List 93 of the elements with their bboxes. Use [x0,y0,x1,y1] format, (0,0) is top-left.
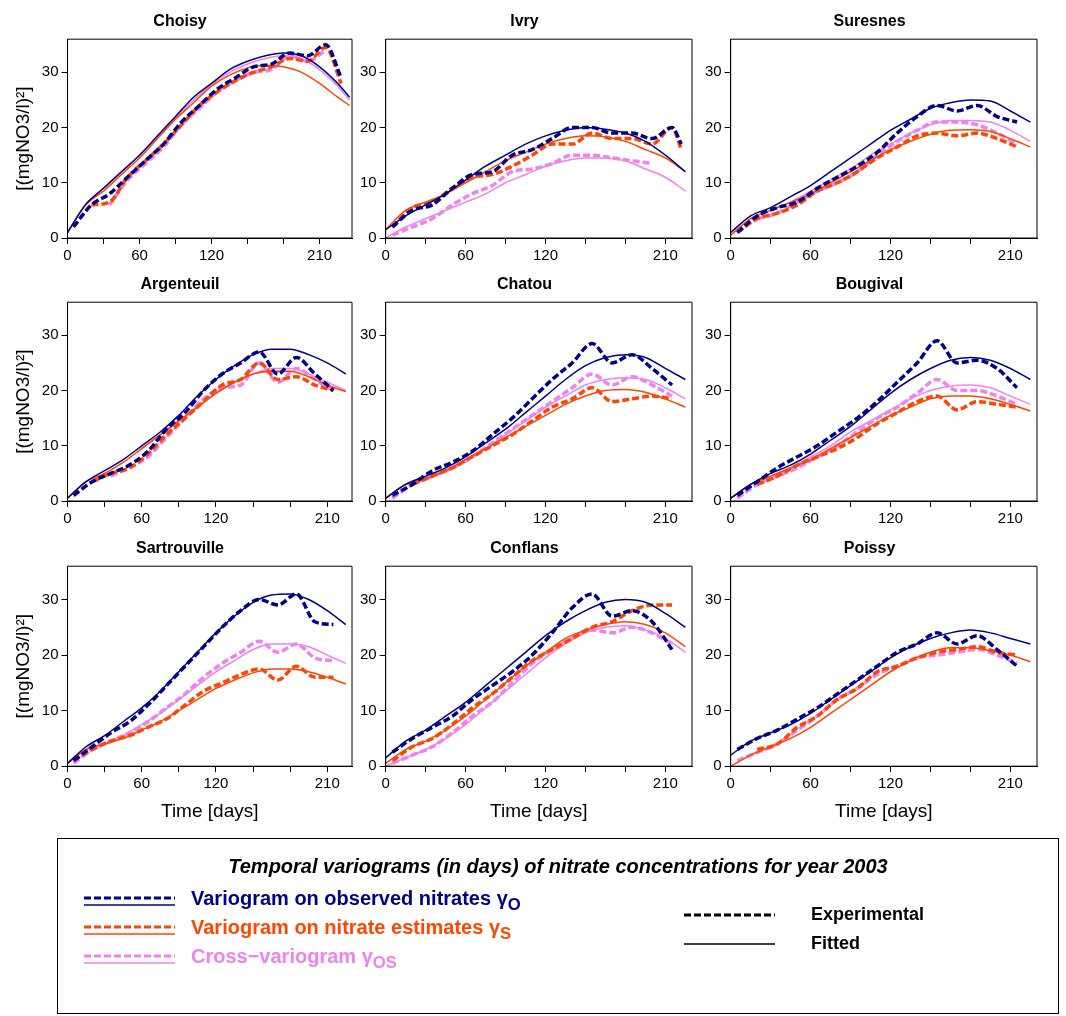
x-tick-label: 120 [532,246,559,264]
x-tick-label: 0 [63,774,72,792]
chart-title: Argenteuil [140,275,220,293]
x-tick-label: 60 [802,246,819,264]
chart-title: Choisy [153,12,207,30]
x-tick-label: 0 [63,246,72,264]
x-tick-label: 60 [133,509,151,527]
chart-title: Sartrouville [135,539,225,557]
y-tick-label: 0 [368,756,377,774]
x-axis-title: Time [days] [490,799,588,821]
x-tick-label: 120 [199,246,225,264]
x-tick-label: 120 [532,509,559,527]
x-tick-label: 210 [997,774,1023,792]
x-tick-label: 0 [63,509,72,527]
y-tick-label: 20 [41,117,59,135]
x-tick-label: 60 [131,246,148,264]
text: Fitted [811,933,860,954]
y-tick-label: 0 [713,228,722,246]
x-tick-label: 120 [203,509,229,527]
x-tick-label: 210 [652,774,678,792]
y-tick-label: 30 [705,62,722,80]
x-tick-label: 210 [314,509,340,527]
x-tick-label: 60 [457,774,474,792]
y-tick-label: 30 [360,62,377,80]
y-tick-label: 30 [360,589,377,607]
x-axis-title: Time [days] [160,799,259,821]
y-tick-label: 20 [360,380,377,398]
y-tick-label: 20 [41,380,59,398]
x-tick-label: 210 [307,246,333,264]
text: Cross−variogram γ$_{OS}$ [191,944,397,972]
y-tick-label: 20 [360,117,377,135]
y-tick-label: 30 [705,325,722,343]
y-tick-label: 20 [41,645,59,663]
x-tick-label: 210 [314,774,340,792]
y-tick-label: 20 [705,117,722,135]
y-tick-label: 0 [368,491,377,509]
y-tick-label: 0 [713,491,722,509]
x-tick-label: 120 [877,246,904,264]
y-tick-label: 30 [41,325,59,343]
y-tick-label: 10 [41,172,59,190]
y-axis-title: [(mgNO3/l)²] [11,86,33,191]
y-tick-label: 0 [50,228,59,246]
x-tick-label: 120 [877,774,904,792]
y-tick-label: 10 [360,172,377,190]
y-tick-label: 20 [705,380,722,398]
text: Variogram on observed nitrates γ$_{O}$ [191,886,521,914]
x-tick-label: 60 [802,509,819,527]
y-tick-label: 0 [713,756,722,774]
y-tick-label: 10 [705,172,722,190]
y-tick-label: 10 [705,700,722,718]
y-tick-label: 10 [705,435,722,453]
y-tick-label: 30 [41,62,59,80]
x-tick-label: 60 [457,509,474,527]
y-tick-label: 20 [360,645,377,663]
y-axis-title: [(mgNO3/l)²] [11,349,33,454]
x-tick-label: 120 [203,774,229,792]
x-axis-title: Time [days] [835,799,933,821]
x-tick-label: 0 [381,509,390,527]
chart-title: Suresnes [833,12,906,30]
y-tick-label: 20 [705,645,722,663]
y-tick-label: 10 [41,435,59,453]
text: Experimental [811,904,925,925]
x-tick-label: 60 [802,774,819,792]
x-tick-label: 0 [726,246,735,264]
y-tick-label: 10 [360,435,377,453]
chart-title: Conflans [490,539,559,557]
y-tick-label: 30 [41,589,59,607]
x-tick-label: 210 [997,509,1023,527]
x-tick-label: 0 [726,774,735,792]
y-tick-label: 0 [368,228,377,246]
chart-title: Chatou [496,275,553,293]
y-tick-label: 0 [50,756,59,774]
y-tick-label: 10 [41,700,59,718]
x-tick-label: 0 [726,509,735,527]
x-tick-label: 120 [877,509,904,527]
y-tick-label: 10 [360,700,377,718]
x-tick-label: 0 [381,246,390,264]
y-axis-title: [(mgNO3/l)²] [11,613,33,719]
text: Variogram on nitrate estimates γ$_{S}$ [191,915,512,943]
chart-title: Ivry [510,12,539,30]
x-tick-label: 60 [457,246,474,264]
y-tick-label: 0 [50,491,59,509]
x-tick-label: 60 [133,774,151,792]
x-tick-label: 210 [652,509,678,527]
x-tick-label: 0 [381,774,390,792]
x-tick-label: 120 [532,774,559,792]
chart-title: Poissy [843,539,896,557]
text: Temporal variograms (in days) of nitrate concentrations for year 2003 [227,855,889,878]
y-tick-label: 30 [705,589,722,607]
y-tick-label: 30 [360,325,377,343]
chart-title: Bougival [835,275,904,293]
x-tick-label: 210 [997,246,1023,264]
x-tick-label: 210 [652,246,678,264]
